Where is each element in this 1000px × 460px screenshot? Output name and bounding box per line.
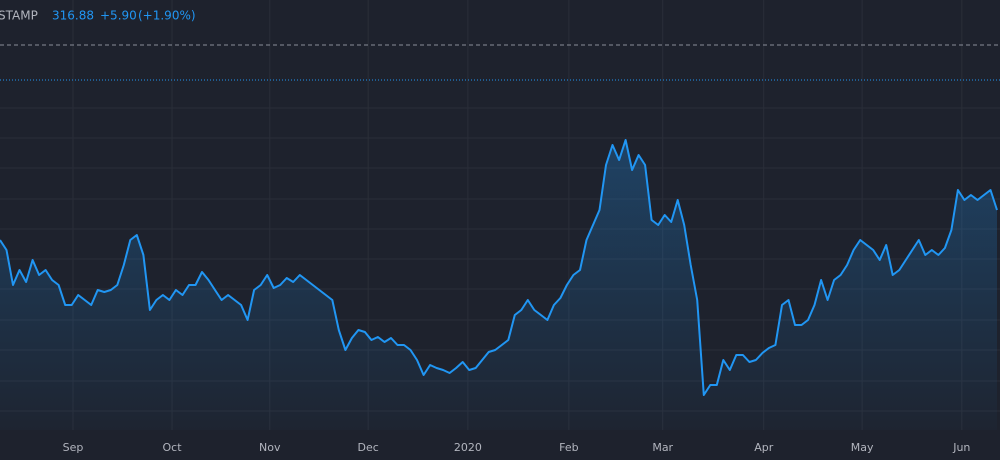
change: +5.90 <box>100 9 137 23</box>
area <box>0 140 997 430</box>
change-percent: (+1.90%) <box>138 9 196 23</box>
series <box>0 139 998 430</box>
line <box>0 139 998 396</box>
x-tick-label: Feb <box>559 441 578 454</box>
x-tick-label: May <box>851 441 874 454</box>
x-tick-label: Mar <box>652 441 673 454</box>
x-tick-label: Oct <box>163 441 183 454</box>
x-tick-label: 2020 <box>454 441 482 454</box>
x-tick-label: Dec <box>358 441 379 454</box>
x-tick-label: Sep <box>63 441 84 454</box>
x-tick-label: Nov <box>259 441 281 454</box>
last-price: 316.88 <box>52 9 94 23</box>
x-axis: Sep Oct Nov Dec 2020 Feb Mar Apr May Jun <box>63 441 971 454</box>
x-tick-label: Apr <box>754 441 774 454</box>
symbol: STAMP <box>0 9 38 23</box>
x-tick-label: Jun <box>952 441 970 454</box>
